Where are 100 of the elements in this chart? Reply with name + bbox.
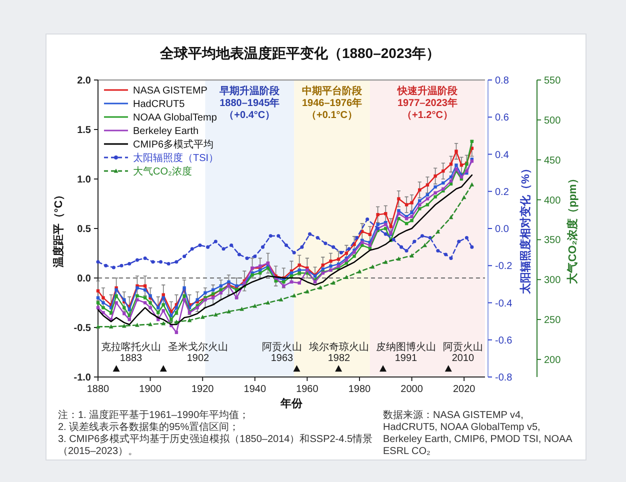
point (329, 260, 332, 263)
point (404, 203, 408, 206)
point (470, 182, 474, 186)
legend-label: HadCRUT5 (133, 99, 186, 110)
y-tick-label: 2.0 (77, 76, 92, 86)
point (442, 181, 445, 185)
point (318, 285, 322, 290)
point (206, 245, 210, 249)
y2-axis-title: 太阳辐照度相对变化（%） (519, 163, 532, 295)
point (96, 301, 100, 304)
point (418, 199, 422, 202)
point (276, 234, 280, 238)
point (470, 245, 474, 249)
y3-tick-label: 350 (544, 235, 562, 246)
y3-axis-title: 大气CO₂浓度（ppm） (566, 173, 579, 284)
point (298, 268, 301, 272)
point (96, 306, 100, 310)
point (457, 240, 461, 244)
point (148, 306, 152, 310)
point (442, 169, 445, 173)
point (122, 324, 126, 328)
x-tick-label: 1980 (348, 384, 372, 395)
annotation: 埃尔奇琼火山1982 (308, 341, 369, 364)
point (122, 306, 126, 310)
point (198, 243, 202, 247)
y3-tick-label: 200 (544, 354, 562, 366)
point (162, 296, 165, 300)
legend-label: NOAA GlobalTemp (133, 112, 218, 124)
point (410, 218, 414, 222)
point (383, 260, 388, 264)
point (174, 260, 178, 264)
point (396, 256, 401, 261)
annotation: 阿贡火山2010 (443, 341, 483, 364)
point (347, 247, 351, 251)
point (135, 322, 140, 327)
point (368, 244, 372, 247)
point (366, 217, 370, 221)
y2-tick-label: 0.8 (495, 76, 510, 86)
legend-label: CMIP6多模式平均 (133, 138, 214, 150)
point (102, 306, 105, 310)
point (148, 301, 152, 304)
point (404, 249, 408, 253)
point (102, 301, 105, 304)
point (420, 234, 424, 238)
point (214, 240, 218, 244)
point (329, 264, 332, 268)
point (434, 185, 437, 189)
y2-tick-label: 0.4 (495, 150, 510, 161)
point (418, 203, 422, 206)
x-axis-title: 年份 (280, 397, 304, 410)
legend-label: NASA GISTEMP (133, 86, 208, 96)
point (397, 209, 400, 212)
volcano: 阿贡火山2010 (443, 342, 483, 372)
y3-tick-label: 300 (544, 275, 562, 286)
point (412, 240, 416, 244)
point (410, 211, 414, 214)
volcano: 皮纳图博火山1991 (376, 342, 436, 372)
annotation: 皮纳图博火山1991 (376, 341, 436, 364)
x-tick-label: 1960 (296, 384, 319, 395)
text: 注：1. 温度距平基于1961–1990年平均值； (58, 409, 250, 421)
point (316, 236, 320, 240)
point (162, 303, 165, 306)
point (410, 215, 414, 218)
point (305, 289, 310, 294)
point (170, 318, 173, 322)
point (96, 260, 100, 264)
y2-tick-label: 0.2 (495, 186, 510, 198)
point (444, 252, 448, 256)
point (237, 252, 241, 256)
point (434, 191, 437, 194)
text: 2. 误差线表示各数据集的95%置信区间； (58, 421, 240, 433)
point (143, 301, 147, 304)
point (214, 312, 218, 317)
point (161, 321, 166, 326)
point (135, 258, 139, 262)
point (357, 269, 362, 274)
point (397, 212, 400, 216)
band-label: 早期升温阶段1880–1945年（+0.4°C） (218, 85, 281, 121)
x-tick-label: 1920 (191, 384, 214, 395)
point (300, 245, 304, 249)
point (128, 308, 131, 312)
annotation: 克拉喀托火山1883 (101, 341, 161, 364)
point (434, 174, 437, 178)
y-tick-label: 0.0 (77, 274, 92, 284)
point (96, 296, 100, 300)
point (151, 260, 155, 264)
y2-tick-label: -0.4 (495, 298, 513, 310)
point (174, 306, 178, 310)
point (204, 291, 207, 294)
point (109, 311, 113, 314)
point (426, 197, 430, 200)
legend-label: 大气CO₂浓度 (133, 166, 192, 178)
y3-tick-label: 550 (544, 76, 562, 86)
point (284, 243, 288, 247)
point (454, 150, 458, 153)
volcano: 圣米戈尔火山1902 (160, 342, 228, 372)
point (352, 254, 356, 258)
point (166, 262, 170, 266)
point (384, 212, 388, 216)
point (158, 260, 163, 264)
